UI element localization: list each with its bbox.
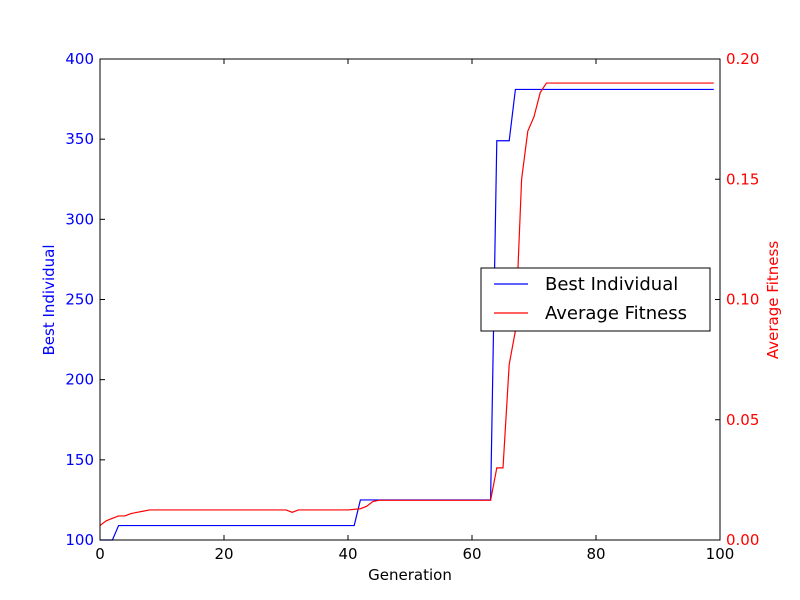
legend-label-average: Average Fitness	[545, 303, 687, 324]
left-tick-label: 350	[65, 130, 94, 148]
x-axis-ticks: 0 20 40 60 80 100	[95, 59, 734, 563]
x-tick-label: 80	[586, 545, 605, 563]
left-tick-label: 300	[65, 210, 94, 228]
legend: Best Individual Average Fitness	[480, 267, 711, 332]
right-axis-ticks: 0.00 0.05 0.10 0.15 0.20	[715, 50, 759, 549]
left-tick-label: 200	[65, 371, 94, 389]
x-tick-label: 40	[338, 545, 357, 563]
right-tick-label: 0.00	[726, 531, 759, 549]
x-tick-label: 100	[706, 545, 735, 563]
left-tick-label: 150	[65, 451, 94, 469]
legend-box	[480, 267, 711, 332]
left-tick-label: 400	[65, 50, 94, 68]
x-axis-label: Generation	[368, 566, 452, 584]
left-tick-label: 250	[65, 291, 94, 309]
right-tick-label: 0.15	[726, 170, 759, 188]
series-layer	[99, 82, 714, 541]
left-tick-label: 100	[65, 531, 94, 549]
right-tick-label: 0.20	[726, 50, 759, 68]
left-axis-label: Best Individual	[40, 244, 58, 355]
x-tick-label: 60	[462, 545, 481, 563]
right-tick-label: 0.10	[726, 291, 759, 309]
right-axis-label: Average Fitness	[764, 241, 782, 360]
right-tick-label: 0.05	[726, 411, 759, 429]
left-axis-ticks: 100 150 200 250 300 350 400	[65, 50, 105, 549]
legend-label-best: Best Individual	[545, 274, 678, 295]
series-line-average-fitness	[99, 82, 714, 527]
x-tick-label: 20	[214, 545, 233, 563]
x-tick-label: 0	[95, 545, 105, 563]
